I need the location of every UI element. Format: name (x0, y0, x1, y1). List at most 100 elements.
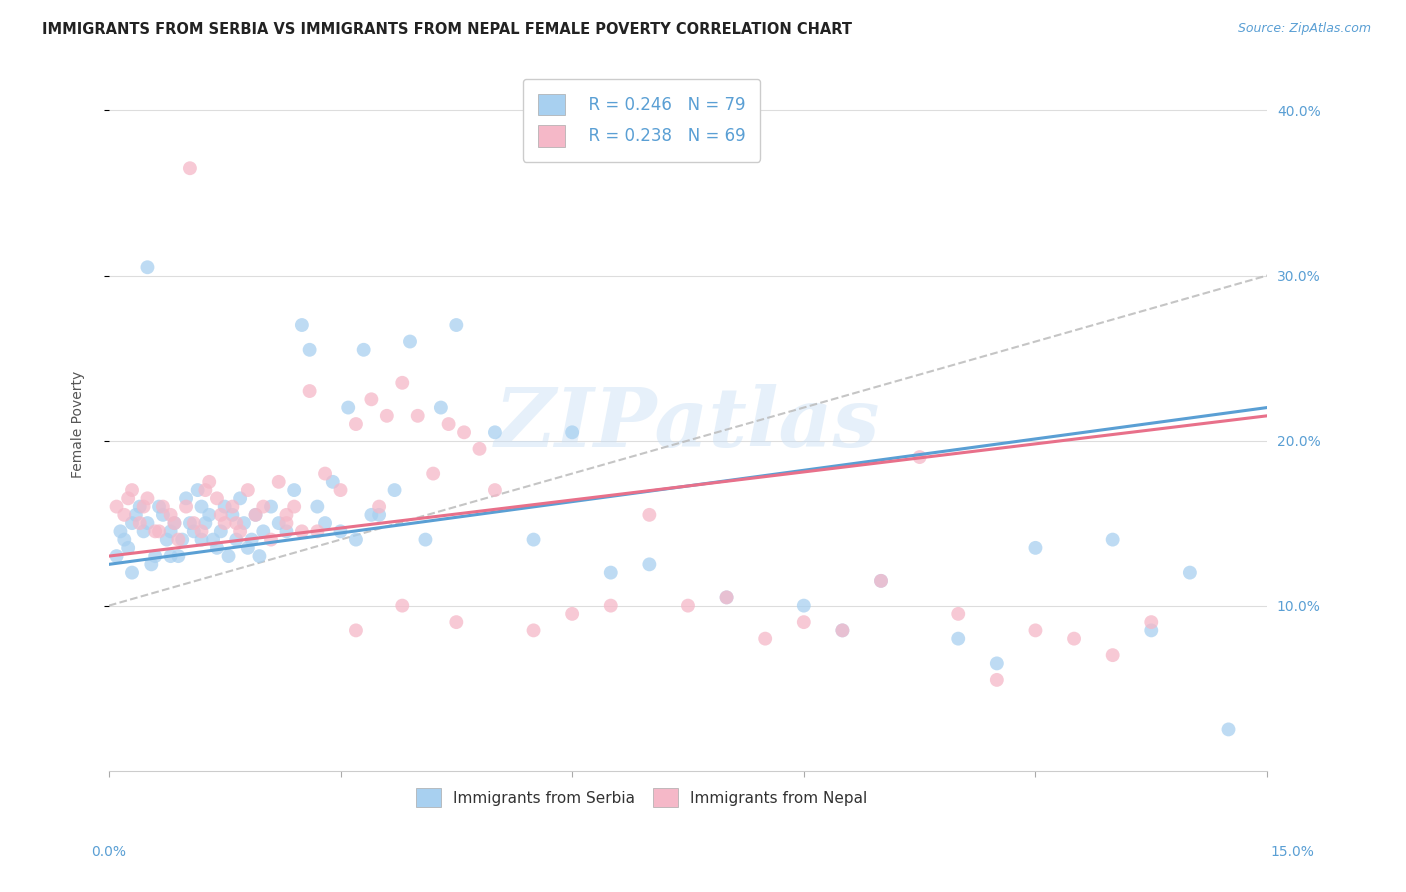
Point (716, 591, 738, 605)
Point (121, 516, 143, 530)
Point (360, 392, 382, 407)
Point (190, 533, 212, 547)
Point (561, 607, 583, 621)
Point (174, 500, 197, 514)
Point (831, 624, 853, 638)
Legend: Immigrants from Serbia, Immigrants from Nepal: Immigrants from Serbia, Immigrants from … (409, 780, 875, 815)
Point (484, 425, 506, 440)
Point (117, 541, 139, 555)
Point (132, 524, 155, 539)
Point (194, 483, 217, 497)
Point (337, 401, 360, 415)
Point (198, 508, 221, 522)
Point (194, 516, 217, 530)
Point (117, 491, 139, 506)
Text: 15.0%: 15.0% (1271, 845, 1315, 859)
Point (240, 533, 263, 547)
Point (183, 516, 205, 530)
Point (406, 409, 429, 423)
Point (221, 508, 243, 522)
Point (298, 384, 321, 398)
Point (179, 161, 201, 176)
Point (136, 491, 159, 506)
Point (128, 500, 150, 514)
Point (599, 599, 621, 613)
Point (986, 673, 1008, 687)
Point (214, 516, 236, 530)
Point (908, 450, 931, 464)
Point (202, 533, 225, 547)
Point (716, 591, 738, 605)
Point (236, 541, 259, 555)
Point (249, 549, 271, 563)
Point (599, 566, 621, 580)
Point (167, 533, 190, 547)
Point (276, 516, 298, 530)
Point (163, 516, 186, 530)
Point (225, 516, 247, 530)
Point (391, 599, 413, 613)
Point (1218, 723, 1240, 737)
Point (148, 500, 170, 514)
Point (291, 318, 314, 332)
Point (148, 524, 170, 539)
Point (453, 425, 475, 440)
Point (128, 516, 150, 530)
Point (1024, 541, 1046, 555)
Point (209, 508, 232, 522)
Point (190, 524, 212, 539)
Point (344, 417, 367, 431)
Point (638, 558, 661, 572)
Point (446, 318, 468, 332)
Text: IMMIGRANTS FROM SERBIA VS IMMIGRANTS FROM NEPAL FEMALE POVERTY CORRELATION CHART: IMMIGRANTS FROM SERBIA VS IMMIGRANTS FRO… (42, 22, 852, 37)
Point (260, 500, 283, 514)
Point (793, 615, 815, 629)
Point (132, 500, 155, 514)
Point (136, 516, 159, 530)
Point (329, 483, 352, 497)
Point (307, 524, 329, 539)
Point (1101, 648, 1123, 662)
Y-axis label: Female Poverty: Female Poverty (72, 370, 86, 478)
Text: ZIPatlas: ZIPatlas (495, 384, 880, 464)
Point (1101, 533, 1123, 547)
Point (360, 508, 382, 522)
Point (291, 524, 314, 539)
Point (143, 524, 166, 539)
Point (136, 260, 159, 275)
Point (105, 549, 128, 563)
Point (110, 524, 132, 539)
Point (870, 574, 893, 588)
Point (353, 343, 375, 357)
Point (1024, 624, 1046, 638)
Point (125, 508, 148, 522)
Point (522, 624, 544, 638)
Text: 0.0%: 0.0% (91, 845, 127, 859)
Point (205, 541, 228, 555)
Point (152, 500, 174, 514)
Point (430, 401, 453, 415)
Point (141, 558, 163, 572)
Point (174, 491, 197, 506)
Point (468, 442, 491, 456)
Point (391, 376, 413, 390)
Point (437, 417, 460, 431)
Point (329, 524, 352, 539)
Point (754, 632, 776, 646)
Point (298, 343, 321, 357)
Point (1140, 615, 1163, 629)
Point (986, 657, 1008, 671)
Text: Source: ZipAtlas.com: Source: ZipAtlas.com (1237, 22, 1371, 36)
Point (205, 491, 228, 506)
Point (218, 549, 240, 563)
Point (446, 615, 468, 629)
Point (276, 524, 298, 539)
Point (831, 624, 853, 638)
Point (121, 483, 143, 497)
Point (368, 508, 391, 522)
Point (399, 334, 422, 349)
Point (344, 624, 367, 638)
Point (245, 508, 267, 522)
Point (638, 508, 661, 522)
Point (172, 533, 194, 547)
